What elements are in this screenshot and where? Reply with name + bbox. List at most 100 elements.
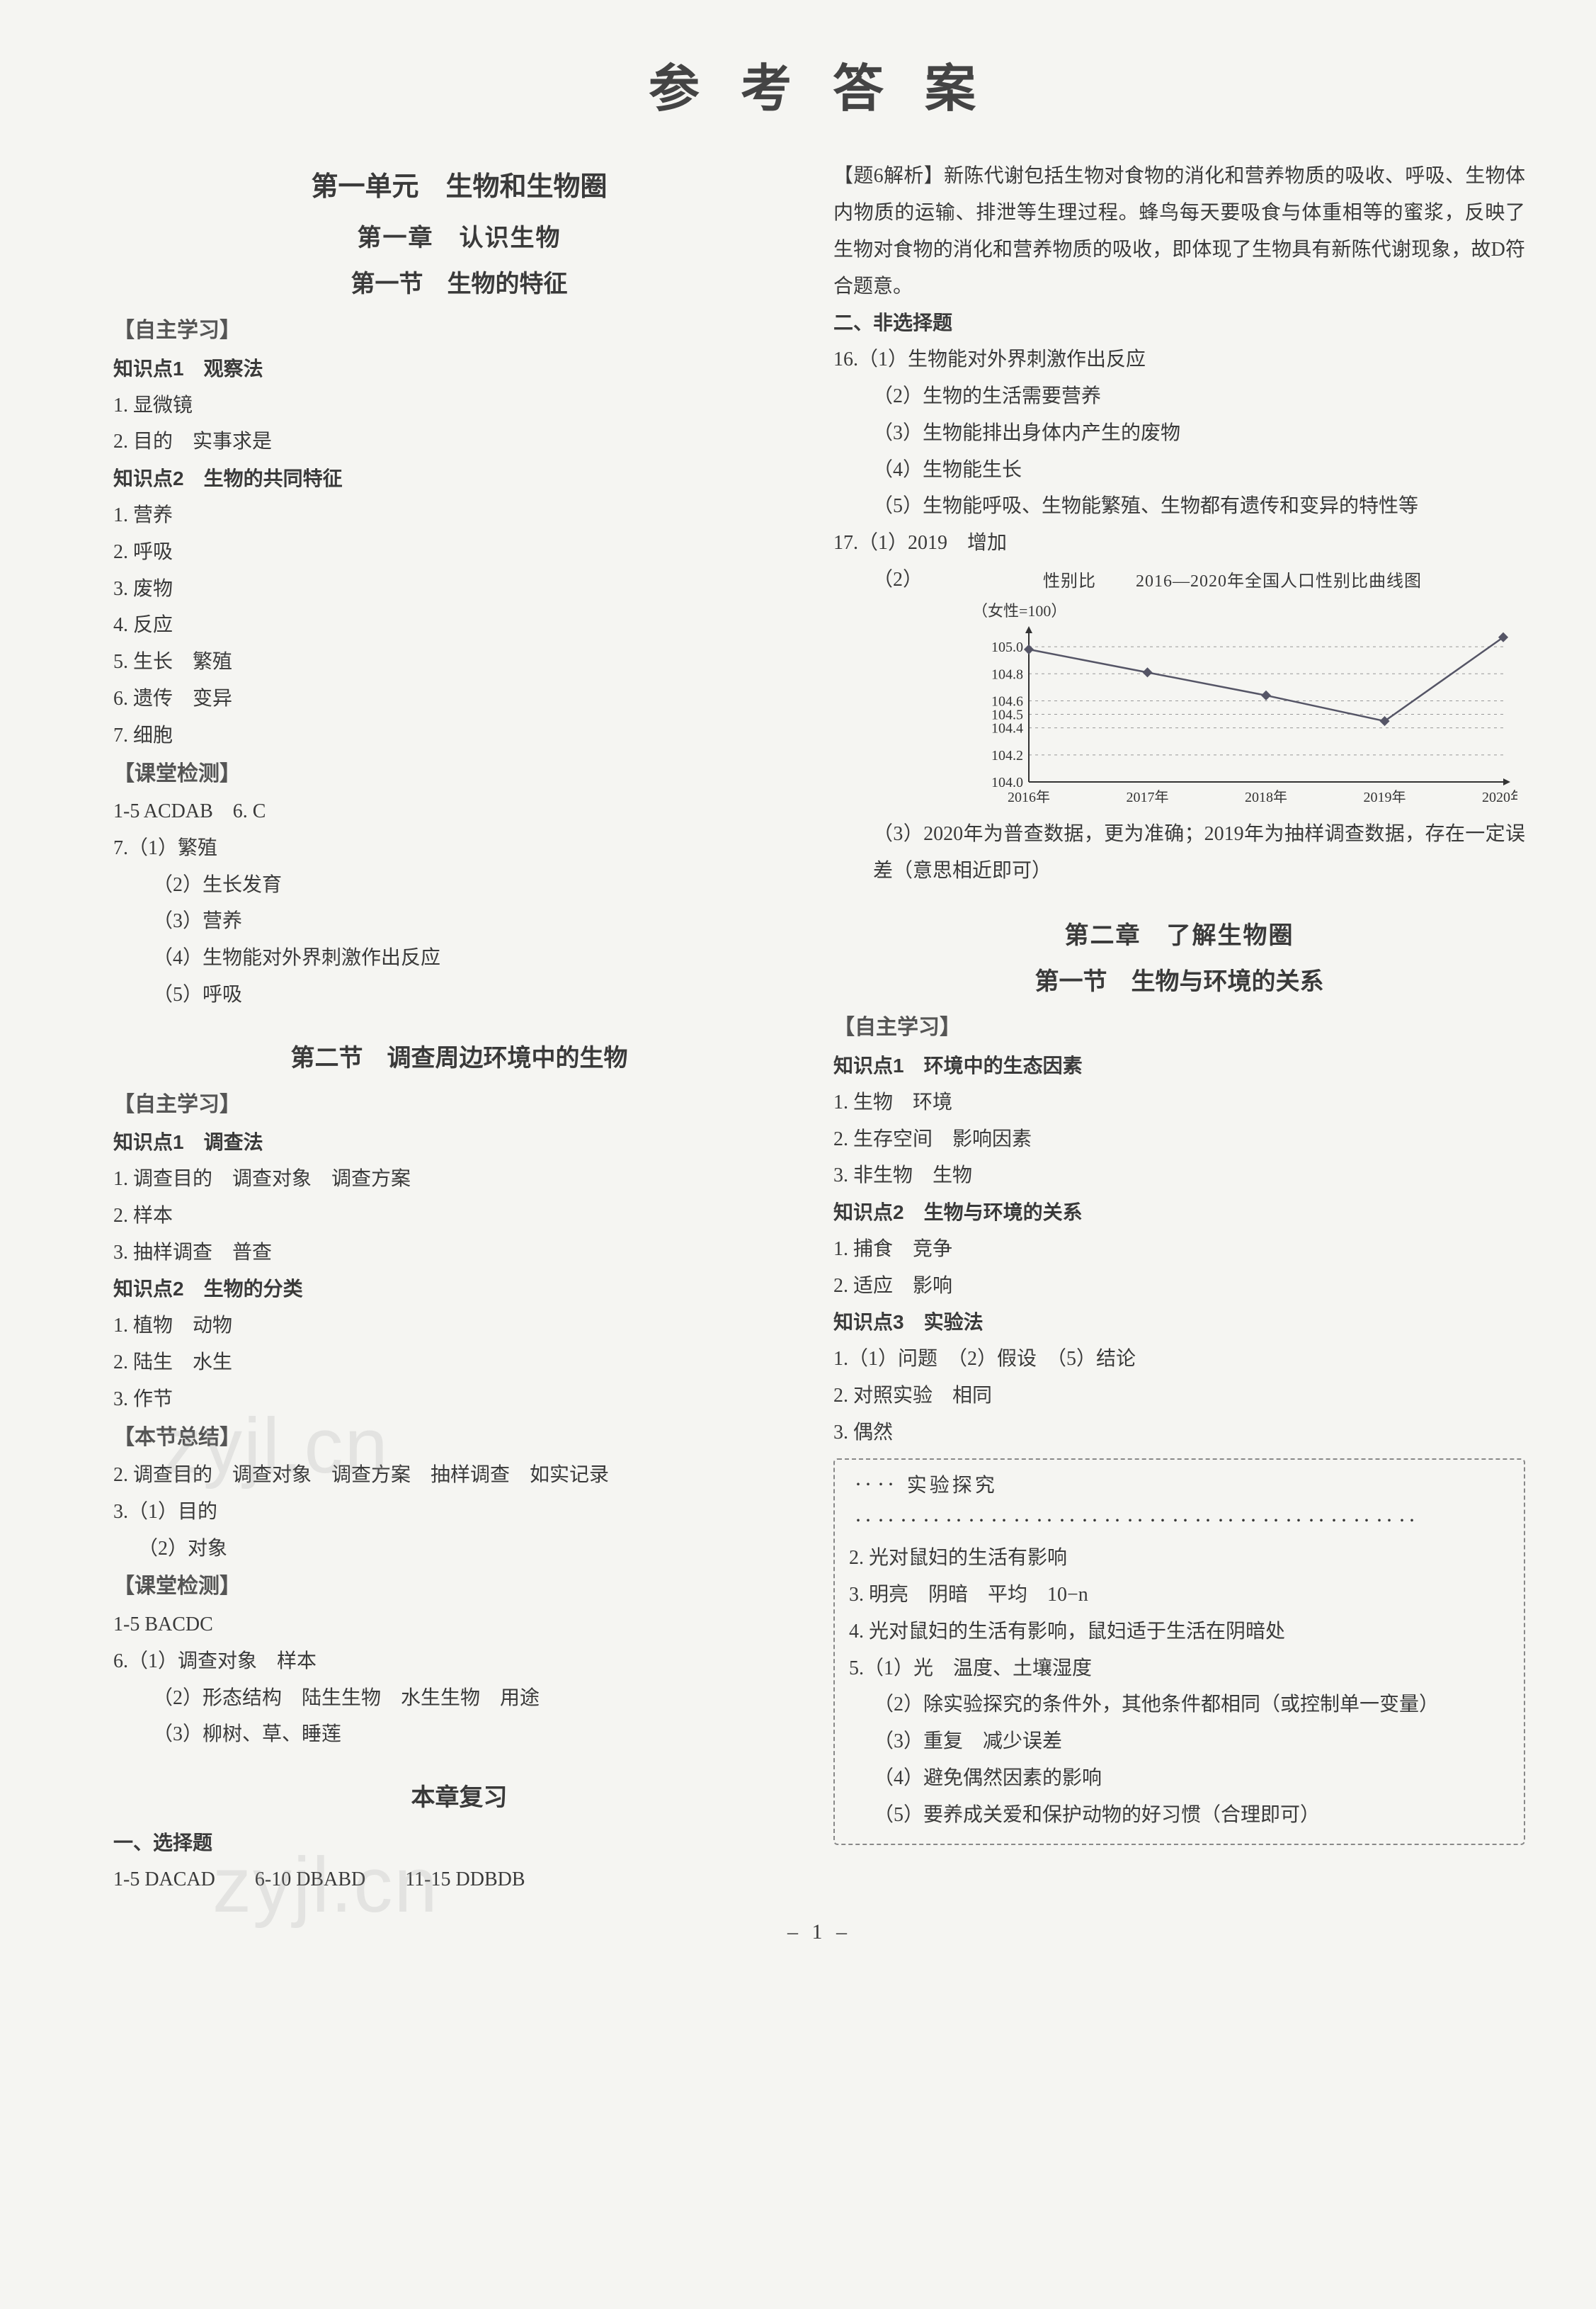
left-column: 第一单元 生物和生物圈 第一章 认识生物 第一节 生物的特征 【自主学习】 知识… [113, 158, 805, 1897]
answer-line: （3）2020年为普查数据，更为准确；2019年为抽样调查数据，存在一定误差（意… [833, 816, 1525, 890]
answer-line: （2）对象 [113, 1531, 805, 1567]
two-column-layout: 第一单元 生物和生物圈 第一章 认识生物 第一节 生物的特征 【自主学习】 知识… [113, 158, 1525, 1897]
answer-line: （3）重复 减少误差 [849, 1723, 1510, 1760]
answer-line: 3. 抽样调查 普查 [113, 1235, 805, 1271]
kp-heading: 知识点1 观察法 [113, 351, 805, 387]
answer-line: 2. 陆生 水生 [113, 1344, 805, 1381]
experiment-box: ‥‥ 实验探究 ‥‥‥‥‥‥‥‥‥‥‥‥‥‥‥‥‥‥‥‥‥‥‥‥‥ 2. 光对鼠… [833, 1458, 1525, 1845]
svg-text:105.0: 105.0 [991, 640, 1023, 655]
svg-text:2016年: 2016年 [1008, 789, 1050, 805]
answer-line: （4）避免偶然因素的影响 [849, 1760, 1510, 1797]
answer-line: （2）生长发育 [113, 867, 805, 904]
section-heading: 第二节 调查周边环境中的生物 [113, 1036, 805, 1081]
answer-line: 7. 细胞 [113, 717, 805, 754]
section-heading: 第一节 生物的特征 [113, 262, 805, 307]
answer-line: 1. 生物 环境 [833, 1084, 1525, 1121]
answer-line: 1-5 BACDC [113, 1606, 805, 1643]
svg-text:104.0: 104.0 [991, 775, 1023, 790]
answer-line: 1. 植物 动物 [113, 1307, 805, 1344]
answer-line: 2. 呼吸 [113, 534, 805, 571]
kp-heading: 知识点2 生物的分类 [113, 1271, 805, 1307]
answer-line: （4）生物能生长 [833, 452, 1525, 489]
answer-line: 2. 生存空间 影响因素 [833, 1121, 1525, 1158]
answer-line: 16.（1）生物能对外界刺激作出反应 [833, 341, 1525, 378]
answer-line: （5）呼吸 [113, 977, 805, 1014]
answer-line: （2）除实验探究的条件外，其他条件都相同（或控制单一变量） [849, 1686, 1510, 1723]
kp-heading: 知识点1 环境中的生态因素 [833, 1048, 1525, 1084]
answer-line: 17.（1）2019 增加 [833, 525, 1525, 562]
answer-line: （2） [833, 562, 923, 598]
answer-line: 3. 作节 [113, 1381, 805, 1418]
answer-line: （3）生物能排出身体内产生的废物 [833, 415, 1525, 452]
section-heading: 第一节 生物与环境的关系 [833, 960, 1525, 1004]
answer-line: （3）柳树、草、睡莲 [113, 1716, 805, 1753]
answer-line: 3. 偶然 [833, 1414, 1525, 1451]
experiment-box-title: ‥‥ 实验探究 ‥‥‥‥‥‥‥‥‥‥‥‥‥‥‥‥‥‥‥‥‥‥‥‥‥ [853, 1467, 1510, 1541]
chart-y-sublabel: （女性=100） [972, 597, 1517, 626]
self-study-head: 【自主学习】 [113, 1085, 805, 1125]
answer-line: （4）生物能对外界刺激作出反应 [113, 940, 805, 977]
answer-line: （2）形态结构 陆生生物 水生生物 用途 [113, 1680, 805, 1717]
unit-heading: 第一单元 生物和生物圈 [113, 162, 805, 212]
chart-title: 2016—2020年全国人口性别比曲线图 [1136, 572, 1422, 591]
answer-line: 7.（1）繁殖 [113, 830, 805, 867]
answer-line: 3.（1）目的 [113, 1494, 805, 1531]
answer-line: 2. 适应 影响 [833, 1268, 1525, 1305]
answer-line: （2）生物的生活需要营养 [833, 378, 1525, 415]
answer-line: 1. 调查目的 调查对象 调查方案 [113, 1161, 805, 1198]
answer-line: 6.（1）调查对象 样本 [113, 1643, 805, 1680]
svg-text:2019年: 2019年 [1364, 789, 1406, 805]
line-chart: 104.0 104.2 104.4104.5104.6 104.8 105.0 2016年… [965, 626, 1517, 810]
answer-line: 3. 非生物 生物 [833, 1157, 1525, 1194]
self-study-head: 【自主学习】 [833, 1008, 1525, 1048]
answer-line: 6. 遗传 变异 [113, 681, 805, 717]
page-number: – 1 – [113, 1912, 1525, 1952]
page-title: 参 考 答 案 [113, 42, 1525, 137]
svg-text:2017年: 2017年 [1127, 789, 1169, 805]
kp-heading: 知识点2 生物的共同特征 [113, 460, 805, 497]
chapter-heading: 第二章 了解生物圈 [833, 914, 1525, 958]
kp-heading: 知识点2 生物与环境的关系 [833, 1194, 1525, 1231]
mc-heading: 一、选择题 [113, 1825, 805, 1861]
svg-text:2018年: 2018年 [1245, 789, 1287, 805]
nmc-heading: 二、非选择题 [833, 305, 1525, 341]
answer-line: 1. 捕食 竞争 [833, 1231, 1525, 1268]
chapter-heading: 第一章 认识生物 [113, 216, 805, 261]
answer-line: 1. 营养 [113, 497, 805, 534]
answer-line: （5）生物能呼吸、生物能繁殖、生物都有遗传和变异的特性等 [833, 488, 1525, 525]
answer-line: 5. 生长 繁殖 [113, 644, 805, 681]
answer-line: 2. 对照实验 相同 [833, 1378, 1525, 1414]
svg-text:104.2: 104.2 [991, 748, 1023, 764]
class-test-head: 【课堂检测】 [113, 754, 805, 794]
review-heading: 本章复习 [113, 1776, 805, 1820]
svg-text:2020年: 2020年 [1482, 789, 1517, 805]
chart-container: 性别比 2016—2020年全国人口性别比曲线图 （女性=100） 104.01… [965, 566, 1517, 810]
answer-line: 5.（1）光 温度、土壤湿度 [849, 1650, 1510, 1687]
answer-line: （3）营养 [113, 903, 805, 940]
kp-heading: 知识点3 实验法 [833, 1304, 1525, 1341]
class-test-head: 【课堂检测】 [113, 1567, 805, 1606]
answer-line: 2. 目的 实事求是 [113, 424, 805, 460]
answer-line: 3. 废物 [113, 571, 805, 608]
svg-text:104.4: 104.4 [991, 721, 1023, 737]
svg-text:104.5: 104.5 [991, 708, 1023, 723]
section-summary-head: 【本节总结】 [113, 1418, 805, 1458]
answer-line: 2. 样本 [113, 1198, 805, 1235]
self-study-head: 【自主学习】 [113, 311, 805, 351]
chart-y-label: 性别比 [1043, 572, 1096, 591]
right-column: 【题6解析】新陈代谢包括生物对食物的消化和营养物质的吸收、呼吸、生物体内物质的运… [833, 158, 1525, 1897]
answer-line: 1.（1）问题 （2）假设 （5）结论 [833, 1341, 1525, 1378]
answer-line: 2. 调查目的 调查对象 调查方案 抽样调查 如实记录 [113, 1457, 805, 1494]
svg-text:104.8: 104.8 [991, 666, 1023, 682]
kp-heading: 知识点1 调查法 [113, 1124, 805, 1161]
answer-line: （5）要养成关爱和保护动物的好习惯（合理即可） [849, 1797, 1510, 1834]
explanation-text: 【题6解析】新陈代谢包括生物对食物的消化和营养物质的吸收、呼吸、生物体内物质的运… [833, 158, 1525, 305]
answer-line: 4. 反应 [113, 607, 805, 644]
svg-text:104.6: 104.6 [991, 693, 1023, 709]
answer-line: 1. 显微镜 [113, 387, 805, 424]
answer-line: 3. 明亮 阴暗 平均 10−n [849, 1577, 1510, 1613]
answer-line: 2. 光对鼠妇的生活有影响 [849, 1540, 1510, 1577]
answer-line: 1-5 ACDAB 6. C [113, 793, 805, 830]
answer-line: 1-5 DACAD 6-10 DBABD 11-15 DDBDB [113, 1861, 805, 1898]
answer-line: 4. 光对鼠妇的生活有影响，鼠妇适于生活在阴暗处 [849, 1613, 1510, 1650]
